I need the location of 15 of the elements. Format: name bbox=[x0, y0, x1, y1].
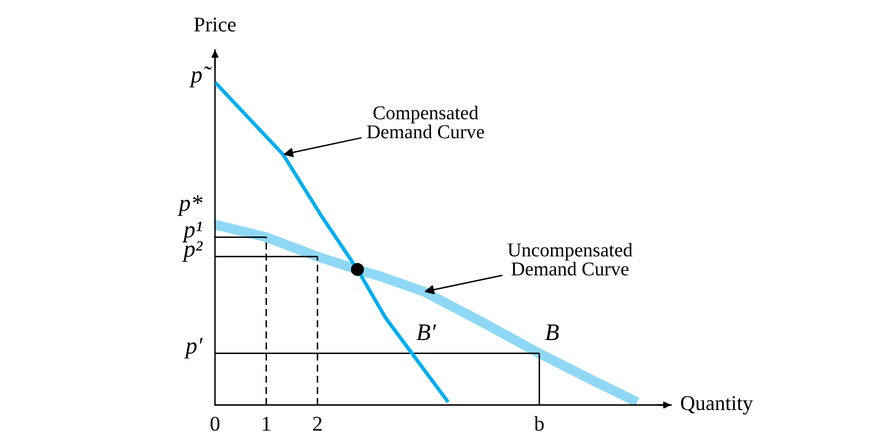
annotation: B bbox=[545, 324, 559, 340]
annotation: p² bbox=[182, 241, 203, 262]
annotation: Compensated Demand Curve bbox=[367, 106, 484, 138]
x-tick-label: 2 bbox=[313, 416, 322, 431]
x-axis-title: Quantity bbox=[680, 396, 753, 414]
x-tick-label: 1 bbox=[262, 416, 270, 431]
annotation: p¹ bbox=[182, 222, 202, 242]
annotation: p̃ bbox=[189, 66, 212, 88]
annotation: p* bbox=[178, 195, 202, 216]
annotation: Uncompensated Demand Curve bbox=[508, 242, 632, 276]
x-tick-label: 0 bbox=[210, 416, 220, 431]
annotation: p′ bbox=[184, 338, 203, 359]
y-axis-title: Price bbox=[194, 18, 236, 32]
x-tick-label: b bbox=[534, 416, 544, 431]
annotation: B′ bbox=[416, 324, 436, 340]
